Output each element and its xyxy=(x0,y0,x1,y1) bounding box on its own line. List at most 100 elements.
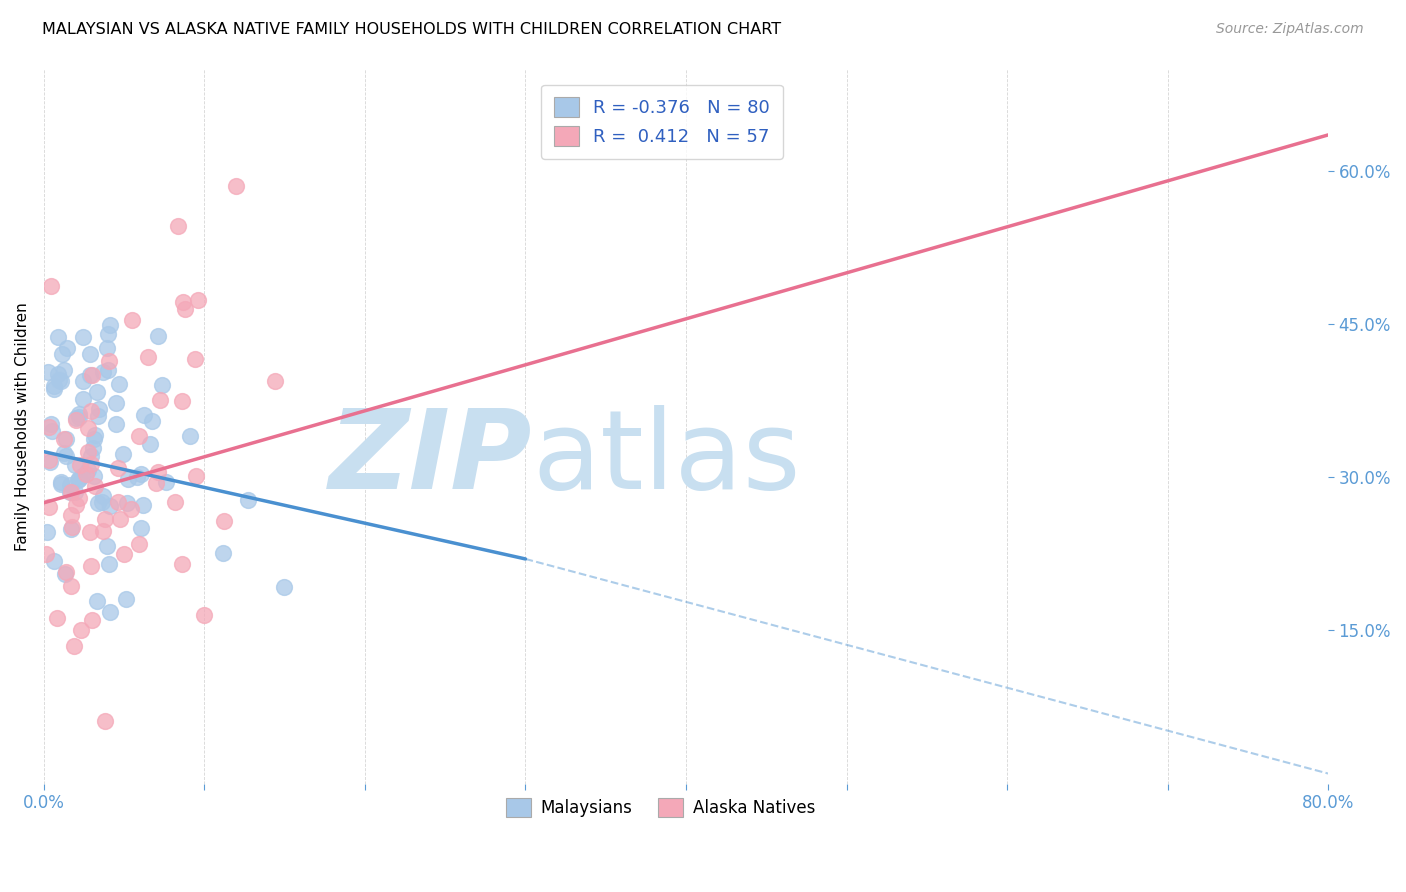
Point xyxy=(59,484,82,499)
Point xyxy=(77,421,100,435)
Point xyxy=(59,485,82,500)
Point xyxy=(187,293,209,308)
Point xyxy=(60,522,83,536)
Point xyxy=(132,408,155,422)
Point xyxy=(80,449,103,463)
Point xyxy=(91,365,114,379)
Point xyxy=(39,455,62,469)
Point xyxy=(117,472,139,486)
Point xyxy=(141,414,163,428)
Point xyxy=(83,432,105,446)
Point xyxy=(174,301,197,316)
Point xyxy=(86,496,108,510)
Point xyxy=(105,417,128,431)
Point xyxy=(59,579,82,593)
Point xyxy=(127,469,149,483)
Point xyxy=(52,362,75,376)
Point xyxy=(98,499,121,513)
Point xyxy=(55,432,77,446)
Point xyxy=(67,472,90,486)
Point xyxy=(38,420,60,434)
Point xyxy=(67,473,90,487)
Point xyxy=(150,378,173,392)
Point xyxy=(55,449,77,463)
Point xyxy=(75,467,97,481)
Point xyxy=(83,428,105,442)
Point xyxy=(72,329,94,343)
Point xyxy=(146,466,169,480)
Point xyxy=(84,479,107,493)
Point xyxy=(69,458,91,472)
Point xyxy=(38,500,60,514)
Point xyxy=(79,347,101,361)
Point xyxy=(115,591,138,606)
Point xyxy=(39,417,62,432)
Point xyxy=(139,436,162,450)
Point xyxy=(94,714,117,729)
Text: atlas: atlas xyxy=(531,405,800,512)
Point xyxy=(53,445,76,459)
Point xyxy=(179,429,201,443)
Point xyxy=(112,548,135,562)
Point xyxy=(80,404,103,418)
Point xyxy=(172,295,194,310)
Point xyxy=(51,374,73,388)
Point xyxy=(91,489,114,503)
Point xyxy=(67,491,90,505)
Point xyxy=(65,499,87,513)
Point xyxy=(145,476,167,491)
Point xyxy=(45,611,67,625)
Point xyxy=(44,382,66,396)
Point xyxy=(128,429,150,443)
Point xyxy=(263,375,285,389)
Point xyxy=(97,363,120,377)
Point xyxy=(212,514,235,528)
Point xyxy=(37,365,59,379)
Point xyxy=(46,330,69,344)
Point xyxy=(117,496,139,510)
Point xyxy=(98,318,121,333)
Point xyxy=(60,508,83,522)
Point xyxy=(87,409,110,423)
Point xyxy=(72,392,94,406)
Point xyxy=(37,525,59,540)
Text: MALAYSIAN VS ALASKA NATIVE FAMILY HOUSEHOLDS WITH CHILDREN CORRELATION CHART: MALAYSIAN VS ALASKA NATIVE FAMILY HOUSEH… xyxy=(42,22,782,37)
Point xyxy=(65,411,87,425)
Point xyxy=(49,476,72,491)
Point xyxy=(63,458,86,472)
Point xyxy=(86,593,108,607)
Point xyxy=(128,537,150,551)
Point xyxy=(63,485,86,500)
Point xyxy=(96,341,118,355)
Y-axis label: Family Households with Children: Family Households with Children xyxy=(15,301,30,550)
Point xyxy=(72,374,94,388)
Point xyxy=(146,329,169,343)
Point xyxy=(110,512,132,526)
Point xyxy=(60,520,83,534)
Point xyxy=(98,558,121,572)
Point xyxy=(82,442,104,456)
Point xyxy=(155,475,177,490)
Point xyxy=(107,461,129,475)
Point xyxy=(129,467,152,481)
Point xyxy=(48,367,70,381)
Point xyxy=(186,469,208,483)
Point xyxy=(51,475,73,489)
Point xyxy=(56,341,79,355)
Point xyxy=(80,613,103,627)
Point xyxy=(97,327,120,342)
Point xyxy=(193,607,215,622)
Point xyxy=(120,501,142,516)
Point xyxy=(90,494,112,508)
Point xyxy=(70,469,93,483)
Point xyxy=(91,524,114,538)
Point xyxy=(107,495,129,509)
Point xyxy=(131,498,153,512)
Point xyxy=(77,445,100,459)
Point xyxy=(98,605,121,619)
Point xyxy=(94,512,117,526)
Point xyxy=(83,469,105,483)
Point xyxy=(42,554,65,568)
Point xyxy=(121,313,143,327)
Point xyxy=(86,385,108,400)
